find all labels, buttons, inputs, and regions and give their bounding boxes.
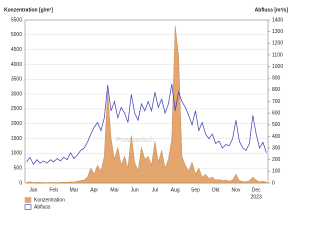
area xyxy=(26,25,267,184)
x-tick-label: Jul xyxy=(152,187,158,193)
y2-tick-label: 200 xyxy=(272,157,281,163)
legend-label: Abfluss xyxy=(34,204,51,210)
y-tick-label: 5000 xyxy=(11,32,22,38)
y2-tick-label: 700 xyxy=(272,99,281,105)
x-tick-label: Mai xyxy=(110,187,118,193)
y2-tick-label: 100 xyxy=(272,169,281,175)
x-tick-label: Jan xyxy=(29,187,37,193)
x-tick-label: Aug xyxy=(171,187,180,193)
y2-tick-label: 1200 xyxy=(272,41,283,47)
y-tick-label: 3000 xyxy=(11,91,22,97)
y2-tick-label: 300 xyxy=(272,145,281,151)
y2-axis-title: Abfluss [m³/s] xyxy=(255,7,289,13)
y-axis-title: Konzentration [g/m³] xyxy=(4,7,53,13)
y-tick-label: 4000 xyxy=(11,62,22,68)
x-tick-label: Apr xyxy=(90,187,98,193)
y-tick-label: 2000 xyxy=(11,121,22,127)
y2-tick-label: 1000 xyxy=(272,64,283,70)
legend-label: Konzentration xyxy=(34,197,65,203)
y2-tick-label: 600 xyxy=(272,110,281,116)
y-tick-label: 2500 xyxy=(11,106,22,112)
chart: Konzentration [g/m³] Abfluss [m³/s] Prov… xyxy=(4,7,289,210)
y2-tick-label: 1400 xyxy=(272,17,283,23)
y-tick-label: 3500 xyxy=(11,77,22,83)
y2-tick-label: 900 xyxy=(272,76,281,82)
x-tick-label: Feb xyxy=(49,187,58,193)
y-tick-label: 500 xyxy=(14,166,23,172)
x-tick-label: Mar xyxy=(70,187,79,193)
x-tick-label: Dec xyxy=(252,187,261,193)
y2-tick-label: 0 xyxy=(272,180,275,186)
y2-tick-label: 1300 xyxy=(272,29,283,35)
watermark: Provisorisch xyxy=(116,137,154,144)
x-tick-label: Jun xyxy=(131,187,139,193)
y-tick-label: 1500 xyxy=(11,136,22,142)
x-tick-label: Nov xyxy=(231,187,240,193)
y2-tick-label: 400 xyxy=(272,134,281,140)
page: Konzentration [g/m³] Abfluss [m³/s] Prov… xyxy=(4,7,289,211)
y-tick-label: 1000 xyxy=(11,151,22,157)
y2-tick-label: 500 xyxy=(272,122,281,128)
legend-swatch xyxy=(24,197,32,203)
legend-swatch xyxy=(24,204,32,210)
line xyxy=(26,83,267,166)
y-tick-label: 4500 xyxy=(11,47,22,53)
y2-tick-label: 800 xyxy=(272,87,281,93)
y2-tick-label: 1100 xyxy=(272,52,283,58)
x-tick-label: Okt xyxy=(212,187,220,193)
y-tick-label: 5500 xyxy=(11,17,22,23)
x-tick-label: Sep xyxy=(191,187,200,193)
year-label: 2023 xyxy=(251,194,262,200)
y-tick-label: 0 xyxy=(19,180,22,186)
